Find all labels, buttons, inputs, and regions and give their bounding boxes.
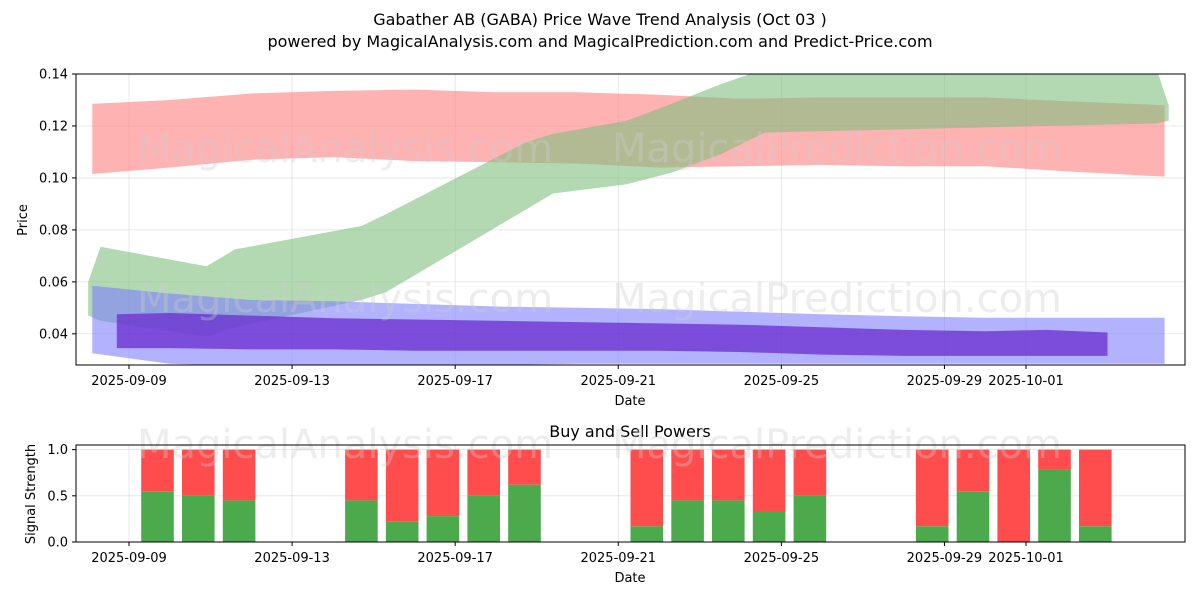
sell-bar bbox=[915, 449, 949, 527]
buy-bar bbox=[915, 526, 949, 542]
buy-bar bbox=[508, 484, 541, 542]
buy-bar bbox=[956, 491, 990, 542]
bottom-y-tick-label: 1.0 bbox=[47, 443, 68, 458]
bottom-x-tick-label: 2025-09-09 bbox=[91, 551, 167, 566]
buy-bar bbox=[793, 495, 827, 542]
sell-bar bbox=[793, 449, 827, 496]
buy-bar bbox=[630, 526, 664, 542]
top-y-tick-label: 0.04 bbox=[39, 327, 68, 342]
sell-bar bbox=[222, 449, 256, 501]
bottom-x-label: Date bbox=[614, 571, 645, 586]
buy-bar bbox=[345, 500, 378, 542]
purple-band bbox=[116, 313, 1108, 356]
sell-bar bbox=[712, 449, 745, 501]
sell-bar bbox=[508, 449, 541, 485]
watermark-analysis-2: MagicalAnalysis.com bbox=[137, 276, 553, 322]
sell-bar bbox=[467, 449, 500, 496]
sell-bar bbox=[385, 449, 419, 522]
buy-bar bbox=[222, 500, 256, 542]
top-x-tick-label: 2025-09-17 bbox=[417, 374, 493, 389]
buy-bar bbox=[1038, 469, 1071, 542]
bottom-y-tick-label: 0.0 bbox=[47, 536, 68, 551]
sell-bar bbox=[345, 449, 378, 501]
buy-bar bbox=[182, 495, 215, 542]
sell-bar bbox=[141, 449, 174, 492]
buy-bar bbox=[671, 500, 704, 542]
bottom-bars bbox=[141, 449, 1112, 542]
top-x-tick-label: 2025-09-21 bbox=[580, 374, 656, 389]
buy-bar bbox=[467, 495, 500, 542]
top-x-tick-label: 2025-09-29 bbox=[907, 374, 983, 389]
chart-title: Gabather AB (GABA) Price Wave Trend Anal… bbox=[373, 10, 827, 29]
top-plot-frame bbox=[75, 73, 1186, 366]
top-y-label: Price bbox=[16, 204, 31, 236]
bottom-x-tick-label: 2025-09-29 bbox=[907, 551, 983, 566]
watermark-analysis-1: MagicalAnalysis.com bbox=[137, 126, 553, 172]
buy-bar bbox=[426, 516, 460, 542]
sell-bar bbox=[752, 449, 786, 512]
buy-bar bbox=[141, 491, 174, 542]
buy-bar bbox=[1079, 526, 1112, 542]
top-bands bbox=[88, 74, 1169, 365]
top-y-tick-label: 0.14 bbox=[39, 68, 68, 83]
top-y-axis: 0.04 0.06 0.08 0.10 0.12 0.14 bbox=[39, 68, 76, 342]
top-x-label: Date bbox=[614, 394, 645, 409]
top-y-tick-label: 0.06 bbox=[39, 275, 68, 290]
bottom-x-tick-label: 2025-09-21 bbox=[580, 551, 656, 566]
bottom-x-tick-label: 2025-09-13 bbox=[254, 551, 330, 566]
buy-bar bbox=[712, 500, 745, 542]
bottom-y-axis: 0.0 0.5 1.0 bbox=[47, 443, 76, 551]
top-x-tick-label: 2025-09-09 bbox=[91, 374, 167, 389]
bottom-y-tick-label: 0.5 bbox=[47, 489, 68, 504]
sell-bar bbox=[956, 449, 990, 492]
buy-bar bbox=[752, 511, 786, 542]
top-y-tick-label: 0.08 bbox=[39, 223, 68, 238]
green-band bbox=[88, 74, 1169, 337]
bottom-title: Buy and Sell Powers bbox=[549, 422, 711, 441]
buy-bar bbox=[385, 521, 419, 542]
top-watermarks: MagicalAnalysis.com MagicalPrediction.co… bbox=[137, 126, 1062, 322]
sell-bar bbox=[182, 449, 215, 496]
top-x-tick-label: 2025-10-01 bbox=[988, 374, 1064, 389]
bottom-x-tick-label: 2025-09-17 bbox=[417, 551, 493, 566]
sell-bar bbox=[671, 449, 704, 501]
sell-bar bbox=[630, 449, 664, 527]
sell-bar bbox=[426, 449, 460, 517]
top-y-tick-label: 0.10 bbox=[39, 171, 68, 186]
watermark-prediction-1: MagicalPrediction.com bbox=[612, 126, 1062, 172]
bottom-x-axis: 2025-09-09 2025-09-13 2025-09-17 2025-09-21… bbox=[91, 542, 1064, 566]
sell-bar bbox=[997, 449, 1030, 542]
bottom-x-tick-label: 2025-10-01 bbox=[988, 551, 1064, 566]
sell-bar bbox=[1038, 449, 1071, 470]
bottom-x-tick-label: 2025-09-25 bbox=[744, 551, 820, 566]
sell-bar bbox=[1079, 449, 1112, 527]
bottom-y-label: Signal Strength bbox=[24, 444, 39, 544]
top-x-axis: 2025-09-09 2025-09-13 2025-09-17 2025-09-21… bbox=[91, 365, 1064, 389]
top-x-tick-label: 2025-09-13 bbox=[254, 374, 330, 389]
chart-subtitle: powered by MagicalAnalysis.com and Magic… bbox=[267, 32, 932, 51]
top-y-tick-label: 0.12 bbox=[39, 119, 68, 134]
watermark-prediction-2: MagicalPrediction.com bbox=[612, 276, 1062, 322]
top-x-tick-label: 2025-09-25 bbox=[744, 374, 820, 389]
bottom-plot-frame bbox=[75, 444, 1186, 543]
